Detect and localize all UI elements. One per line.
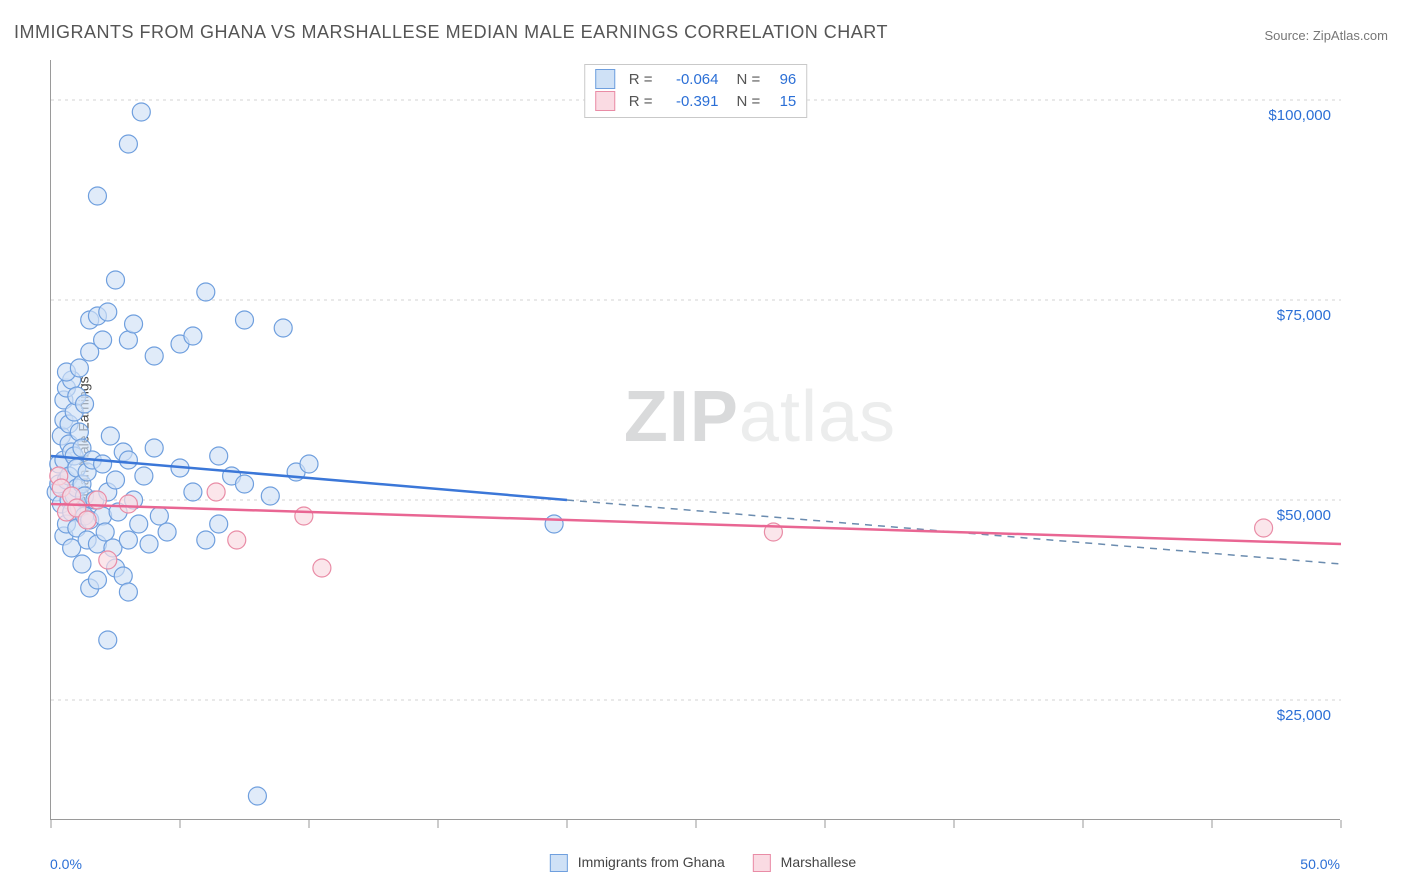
source-name: ZipAtlas.com xyxy=(1313,28,1388,43)
swatch-ghana xyxy=(595,69,615,89)
correlation-legend: R = -0.064 N = 96 R = -0.391 N = 15 xyxy=(584,64,808,118)
legend-item-ghana: Immigrants from Ghana xyxy=(550,854,725,872)
legend-row-marshallese: R = -0.391 N = 15 xyxy=(595,91,797,111)
x-axis-min-label: 0.0% xyxy=(50,856,82,872)
svg-text:$25,000: $25,000 xyxy=(1277,707,1331,724)
swatch-marshallese xyxy=(595,91,615,111)
n-label: N = xyxy=(737,71,761,88)
r-label: R = xyxy=(629,71,653,88)
r-value-ghana: -0.064 xyxy=(661,71,719,88)
svg-text:$50,000: $50,000 xyxy=(1277,507,1331,524)
plot-area: $25,000$50,000$75,000$100,000 ZIPatlas R… xyxy=(50,60,1340,820)
swatch-ghana xyxy=(550,854,568,872)
chart-title: IMMIGRANTS FROM GHANA VS MARSHALLESE MED… xyxy=(14,22,888,43)
source-attribution: Source: ZipAtlas.com xyxy=(1264,28,1388,43)
chart-svg: $25,000 $50,000 $75,000 $100,000 xyxy=(51,60,1341,820)
legend-row-ghana: R = -0.064 N = 96 xyxy=(595,69,797,89)
source-prefix: Source: xyxy=(1264,28,1312,43)
n-value-ghana: 96 xyxy=(768,71,796,88)
legend-label-marshallese: Marshallese xyxy=(781,854,856,870)
series-legend: Immigrants from Ghana Marshallese xyxy=(550,854,856,872)
swatch-marshallese xyxy=(753,854,771,872)
svg-text:$100,000: $100,000 xyxy=(1268,107,1331,124)
n-label: N = xyxy=(737,93,761,110)
n-value-marshallese: 15 xyxy=(768,93,796,110)
svg-text:$75,000: $75,000 xyxy=(1277,307,1331,324)
legend-item-marshallese: Marshallese xyxy=(753,854,856,872)
legend-label-ghana: Immigrants from Ghana xyxy=(578,854,725,870)
r-value-marshallese: -0.391 xyxy=(661,93,719,110)
r-label: R = xyxy=(629,93,653,110)
x-axis-max-label: 50.0% xyxy=(1300,856,1340,872)
